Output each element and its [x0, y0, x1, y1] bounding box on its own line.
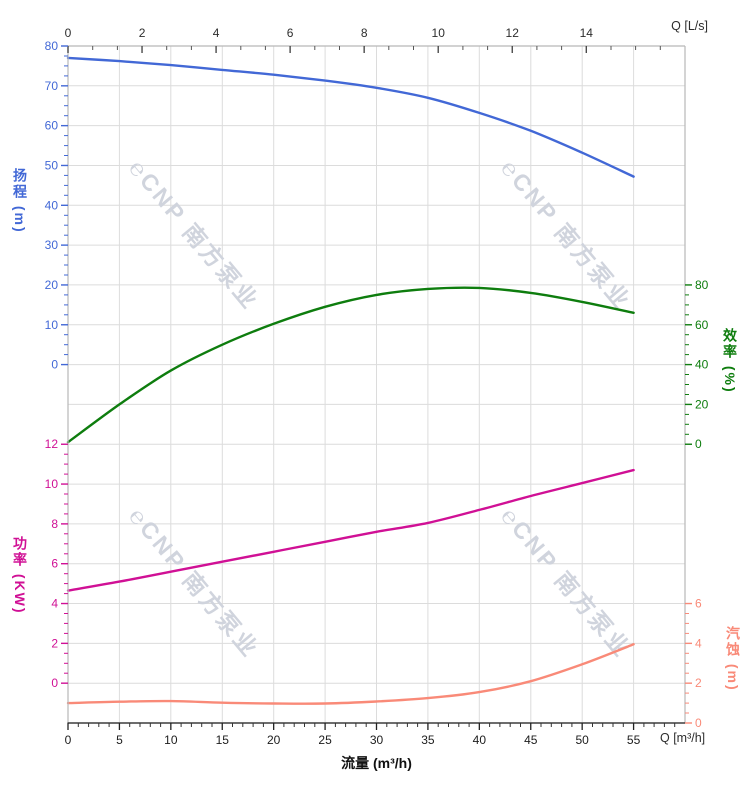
- svg-text:20: 20: [695, 397, 709, 411]
- svg-text:50: 50: [575, 733, 589, 747]
- svg-text:40: 40: [695, 358, 709, 372]
- svg-text:20: 20: [267, 733, 281, 747]
- bottom-axis: 0 5 10 15 20 25 30 35 40 45 50 55: [65, 723, 676, 747]
- efficiency-curve: [66, 286, 635, 444]
- svg-text:6: 6: [51, 557, 58, 571]
- watermark: ℮CNP 南方泵业: [124, 503, 264, 663]
- svg-text:0: 0: [65, 733, 72, 747]
- grid: [68, 46, 685, 723]
- svg-text:10: 10: [164, 733, 178, 747]
- svg-text:12: 12: [45, 437, 59, 451]
- curves: [66, 56, 635, 705]
- power-axis: 12 10 8 6 4 2 0: [45, 437, 68, 690]
- svg-text:0: 0: [65, 26, 72, 40]
- svg-text:10: 10: [45, 477, 59, 491]
- efficiency-axis-title: 效率 (%): [722, 328, 738, 394]
- power-axis-title: 功率 (KW): [12, 536, 28, 615]
- top-axis-unit-label: Q [L/s]: [671, 19, 708, 33]
- svg-text:5: 5: [116, 733, 123, 747]
- svg-text:14: 14: [580, 26, 594, 40]
- svg-text:2: 2: [51, 636, 58, 650]
- svg-text:6: 6: [287, 26, 294, 40]
- svg-text:10: 10: [45, 318, 59, 332]
- svg-text:80: 80: [695, 278, 709, 292]
- svg-text:15: 15: [216, 733, 230, 747]
- svg-text:2: 2: [139, 26, 146, 40]
- bottom-axis-unit-label: Q [m³/h]: [660, 731, 706, 745]
- svg-text:4: 4: [695, 636, 702, 650]
- svg-text:4: 4: [51, 597, 58, 611]
- svg-text:30: 30: [45, 238, 59, 252]
- svg-text:60: 60: [45, 119, 59, 133]
- svg-text:0: 0: [51, 676, 58, 690]
- svg-text:40: 40: [45, 198, 59, 212]
- x-axis-title: 流量 (m³/h): [341, 755, 412, 771]
- top-axis: 0 2 4 6 8 10 12 14: [65, 26, 661, 53]
- svg-text:4: 4: [213, 26, 220, 40]
- svg-text:40: 40: [473, 733, 487, 747]
- svg-text:60: 60: [695, 318, 709, 332]
- power-curve: [66, 468, 635, 592]
- watermark: ℮CNP 南方泵业: [496, 503, 636, 663]
- svg-text:30: 30: [370, 733, 384, 747]
- svg-text:0: 0: [695, 437, 702, 451]
- watermark: ℮CNP 南方泵业: [124, 155, 264, 315]
- svg-text:20: 20: [45, 278, 59, 292]
- svg-text:6: 6: [695, 597, 702, 611]
- svg-text:8: 8: [51, 517, 58, 531]
- svg-text:8: 8: [361, 26, 368, 40]
- svg-text:10: 10: [432, 26, 446, 40]
- svg-text:80: 80: [45, 39, 59, 53]
- npsh-axis-title: 汽蚀 (m): [725, 626, 741, 692]
- svg-text:55: 55: [627, 733, 641, 747]
- svg-text:50: 50: [45, 158, 59, 172]
- svg-text:2: 2: [695, 676, 702, 690]
- head-curve: [66, 56, 635, 178]
- svg-text:35: 35: [421, 733, 435, 747]
- svg-text:0: 0: [51, 358, 58, 372]
- svg-text:70: 70: [45, 79, 59, 93]
- efficiency-axis: 80 60 40 20 0: [685, 278, 709, 451]
- svg-text:0: 0: [695, 716, 702, 730]
- svg-text:45: 45: [524, 733, 538, 747]
- svg-text:12: 12: [506, 26, 520, 40]
- svg-text:25: 25: [318, 733, 332, 747]
- head-axis: 80 70 60 50 40 30 20 10 0: [45, 39, 68, 372]
- npsh-axis: 6 4 2 0: [685, 597, 702, 730]
- watermarks: ℮CNP 南方泵业 ℮CNP 南方泵业℮CNP 南方泵业 ℮CNP 南方泵业: [124, 155, 636, 663]
- npsh-curve: [66, 643, 635, 705]
- head-axis-title: 扬程 (m): [12, 168, 28, 234]
